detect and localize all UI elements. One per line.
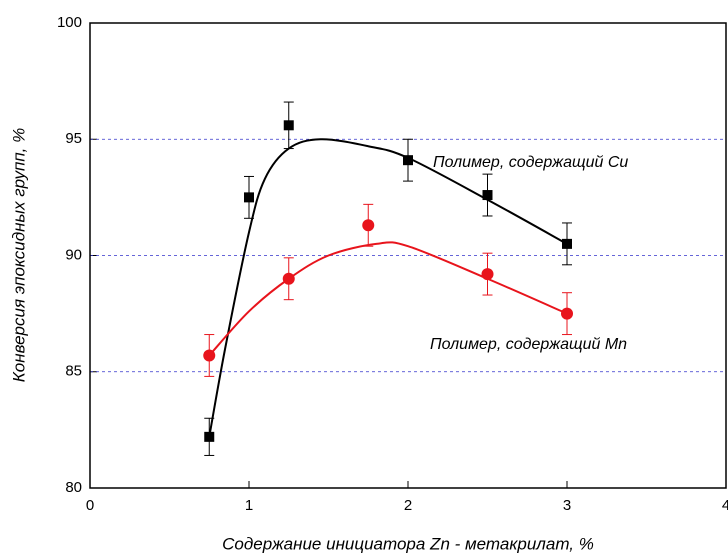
- marker: [203, 349, 216, 362]
- x-axis-label: Содержание инициатора Zn - метакрилат, %: [222, 534, 594, 553]
- marker: [362, 219, 375, 232]
- y-tick-label: 85: [65, 363, 82, 380]
- y-tick-label: 100: [57, 14, 82, 31]
- y-tick-label: 80: [65, 479, 82, 496]
- x-tick-label: 3: [563, 497, 571, 514]
- marker: [204, 431, 215, 442]
- y-tick-label: 95: [65, 130, 82, 147]
- marker: [482, 190, 493, 201]
- marker: [403, 155, 413, 166]
- marker: [561, 307, 573, 320]
- marker: [282, 272, 295, 285]
- marker: [244, 192, 254, 203]
- x-tick-label: 4: [722, 497, 728, 514]
- y-axis-label: Конверсия эпоксидных групп, %: [9, 128, 28, 383]
- x-tick-label: 2: [404, 497, 412, 514]
- marker: [283, 120, 294, 131]
- marker: [562, 238, 572, 249]
- x-tick-label: 0: [86, 497, 94, 514]
- marker: [481, 268, 494, 281]
- annotation: Полимер, содержащий Cu: [433, 154, 628, 171]
- plot-frame: [89, 22, 727, 489]
- y-tick-label: 90: [65, 246, 82, 263]
- x-tick-label: 1: [245, 497, 253, 514]
- fit-curve: [208, 138, 568, 438]
- annotation: Полимер, содержащий Mn: [430, 336, 627, 353]
